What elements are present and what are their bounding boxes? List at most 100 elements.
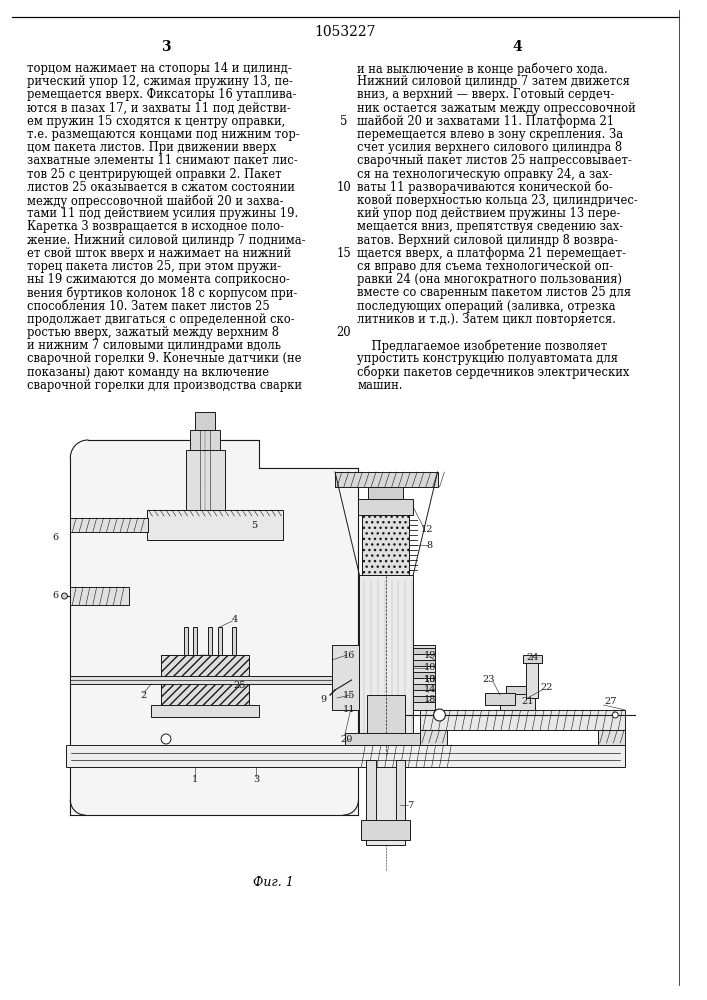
Text: ся вправо для съема технологической оп-: ся вправо для съема технологической оп-: [358, 260, 614, 273]
Circle shape: [612, 712, 618, 718]
Text: 23: 23: [482, 676, 495, 684]
Text: 4: 4: [231, 614, 238, 624]
Bar: [359, 575, 413, 745]
Text: вения буртиков колонок 18 с корпусом при-: вения буртиков колонок 18 с корпусом при…: [28, 286, 298, 300]
Circle shape: [161, 734, 171, 744]
Text: 8: 8: [427, 540, 433, 550]
Text: 22: 22: [541, 684, 553, 692]
Text: 5: 5: [251, 520, 257, 530]
Text: рический упор 12, сжимая пружину 13, пе-: рический упор 12, сжимая пружину 13, пе-: [28, 75, 293, 88]
Bar: [486, 693, 515, 705]
Text: сварочной горелки 9. Конечные датчики (не: сварочной горелки 9. Конечные датчики (н…: [28, 352, 302, 365]
Circle shape: [433, 709, 445, 721]
Text: Фиг. 1: Фиг. 1: [253, 876, 294, 888]
Bar: [361, 820, 410, 840]
Text: 21: 21: [521, 698, 534, 706]
Bar: [358, 499, 413, 515]
Bar: [218, 627, 222, 655]
Text: и на выключение в конце рабочего хода.: и на выключение в конце рабочего хода.: [358, 62, 608, 76]
Text: 12: 12: [421, 526, 433, 534]
Text: 16: 16: [342, 650, 355, 660]
Text: 19: 19: [423, 650, 436, 660]
Text: захватные элементы 11 снимают пакет лис-: захватные элементы 11 снимают пакет лис-: [28, 154, 298, 167]
Bar: [208, 627, 212, 655]
Text: ются в пазах 17, и захваты 11 под действи-: ются в пазах 17, и захваты 11 под действ…: [28, 102, 291, 115]
Bar: [413, 645, 435, 710]
Bar: [413, 672, 435, 678]
Bar: [185, 450, 225, 510]
Bar: [363, 515, 409, 575]
Bar: [420, 710, 625, 730]
Text: 20: 20: [337, 326, 351, 339]
Text: ковой поверхностью кольца 23, цилиндричес-: ковой поверхностью кольца 23, цилиндриче…: [358, 194, 638, 207]
Text: т.е. размещаются концами под нижним тор-: т.е. размещаются концами под нижним тор-: [28, 128, 300, 141]
Polygon shape: [70, 440, 358, 815]
Text: кий упор под действием пружины 13 пере-: кий упор под действием пружины 13 пере-: [358, 207, 621, 220]
Text: продолжает двигаться с определенной ско-: продолжает двигаться с определенной ско-: [28, 313, 295, 326]
Text: ны 19 сжимаются до момента соприкосно-: ны 19 сжимаются до момента соприкосно-: [28, 273, 290, 286]
Text: литников и т.д.). Затем цикл повторяется.: литников и т.д.). Затем цикл повторяется…: [358, 313, 617, 326]
Text: 1053227: 1053227: [314, 25, 375, 39]
Text: торцом нажимает на стопоры 14 и цилинд-: торцом нажимает на стопоры 14 и цилинд-: [28, 62, 292, 75]
Text: ремещается вверх. Фиксаторы 16 утаплива-: ремещается вверх. Фиксаторы 16 утаплива-: [28, 88, 297, 101]
Text: 7: 7: [407, 800, 414, 810]
Bar: [161, 655, 249, 705]
Bar: [70, 587, 129, 605]
Bar: [413, 696, 435, 702]
Text: 20: 20: [341, 736, 353, 744]
Bar: [500, 694, 535, 710]
Bar: [233, 627, 236, 655]
Bar: [146, 510, 284, 540]
Text: показаны) дают команду на включение: показаны) дают команду на включение: [28, 366, 269, 379]
Text: цом пакета листов. При движении вверх: цом пакета листов. При движении вверх: [28, 141, 276, 154]
Text: Каретка 3 возвращается в исходное поло-: Каретка 3 возвращается в исходное поло-: [28, 220, 284, 233]
Bar: [66, 745, 625, 767]
Text: ник остается зажатым между опрессовочной: ник остается зажатым между опрессовочной: [358, 102, 636, 115]
Text: вместе со сваренным пакетом листов 25 для: вместе со сваренным пакетом листов 25 дл…: [358, 286, 631, 299]
Text: 5: 5: [340, 115, 347, 128]
Text: 10: 10: [337, 181, 351, 194]
Bar: [366, 767, 405, 845]
Text: жение. Нижний силовой цилиндр 7 поднима-: жение. Нижний силовой цилиндр 7 поднима-: [28, 234, 306, 247]
Bar: [506, 686, 530, 694]
Text: 15: 15: [337, 247, 351, 260]
Text: ватов. Верхний силовой цилиндр 8 возвра-: ватов. Верхний силовой цилиндр 8 возвра-: [358, 234, 619, 247]
Text: перемещается влево в зону скрепления. За: перемещается влево в зону скрепления. За: [358, 128, 624, 141]
Bar: [161, 655, 249, 705]
Text: 18: 18: [423, 696, 436, 704]
Text: равки 24 (она многократного пользования): равки 24 (она многократного пользования): [358, 273, 622, 286]
Text: 4: 4: [513, 40, 522, 54]
Bar: [70, 518, 148, 532]
Bar: [597, 730, 625, 745]
Text: ростью вверх, зажатый между верхним 8: ростью вверх, зажатый между верхним 8: [28, 326, 279, 339]
Text: Нижний силовой цилиндр 7 затем движется: Нижний силовой цилиндр 7 затем движется: [358, 75, 631, 88]
Text: способления 10. Затем пакет листов 25: способления 10. Затем пакет листов 25: [28, 300, 270, 313]
Text: шайбой 20 и захватами 11. Платформа 21: шайбой 20 и захватами 11. Платформа 21: [358, 115, 614, 128]
Bar: [363, 515, 409, 575]
Text: тов 25 с центрирующей оправки 2. Пакет: тов 25 с центрирующей оправки 2. Пакет: [28, 168, 282, 181]
Text: 10: 10: [423, 664, 436, 672]
Text: 25: 25: [233, 680, 245, 690]
Bar: [70, 676, 332, 684]
Bar: [413, 660, 435, 666]
Bar: [151, 705, 259, 717]
Bar: [335, 472, 438, 487]
Text: между опрессовочной шайбой 20 и захва-: между опрессовочной шайбой 20 и захва-: [28, 194, 284, 208]
Bar: [184, 627, 187, 655]
Text: сборки пакетов сердечников электрических: сборки пакетов сердечников электрических: [358, 366, 630, 379]
Text: 1: 1: [192, 774, 199, 784]
Text: ся на технологическую оправку 24, а зах-: ся на технологическую оправку 24, а зах-: [358, 168, 613, 181]
Text: ем пружин 15 сходятся к центру оправки,: ем пружин 15 сходятся к центру оправки,: [28, 115, 286, 128]
Text: сварочный пакет листов 25 напрессовывает-: сварочный пакет листов 25 напрессовывает…: [358, 154, 632, 167]
Text: счет усилия верхнего силового цилиндра 8: счет усилия верхнего силового цилиндра 8: [358, 141, 623, 154]
Bar: [413, 684, 435, 690]
Bar: [195, 412, 215, 430]
Text: 3: 3: [161, 40, 171, 54]
Text: тами 11 под действием усилия пружины 19.: тами 11 под действием усилия пружины 19.: [28, 207, 298, 220]
Text: и нижним 7 силовыми цилиндрами вдоль: и нижним 7 силовыми цилиндрами вдоль: [28, 339, 281, 352]
Bar: [332, 645, 359, 710]
Text: ваты 11 разворачиваются конической бо-: ваты 11 разворачиваются конической бо-: [358, 181, 613, 194]
Text: сварочной горелки для производства сварки: сварочной горелки для производства сварк…: [28, 379, 303, 392]
Bar: [366, 760, 376, 820]
Text: 2: 2: [141, 690, 146, 700]
